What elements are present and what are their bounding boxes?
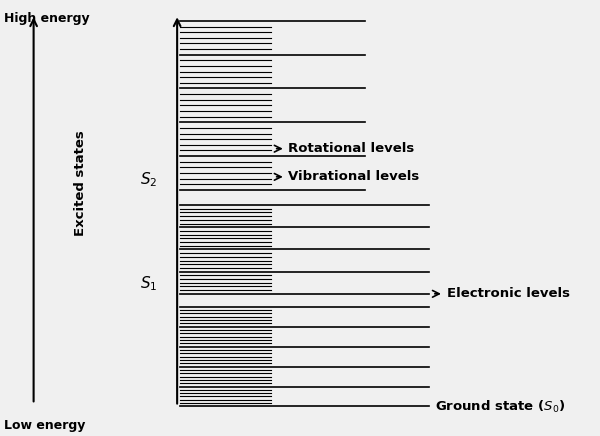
Text: $S_2$: $S_2$ [140,170,158,189]
Text: High energy: High energy [4,12,90,25]
Text: Ground state ($S_0$): Ground state ($S_0$) [435,399,565,415]
Text: Low energy: Low energy [4,419,86,433]
Text: $S_1$: $S_1$ [140,274,158,293]
Text: Electronic levels: Electronic levels [433,287,569,300]
Text: Rotational levels: Rotational levels [274,142,415,155]
Text: Vibrational levels: Vibrational levels [274,170,419,184]
Text: Excited states: Excited states [74,130,87,236]
